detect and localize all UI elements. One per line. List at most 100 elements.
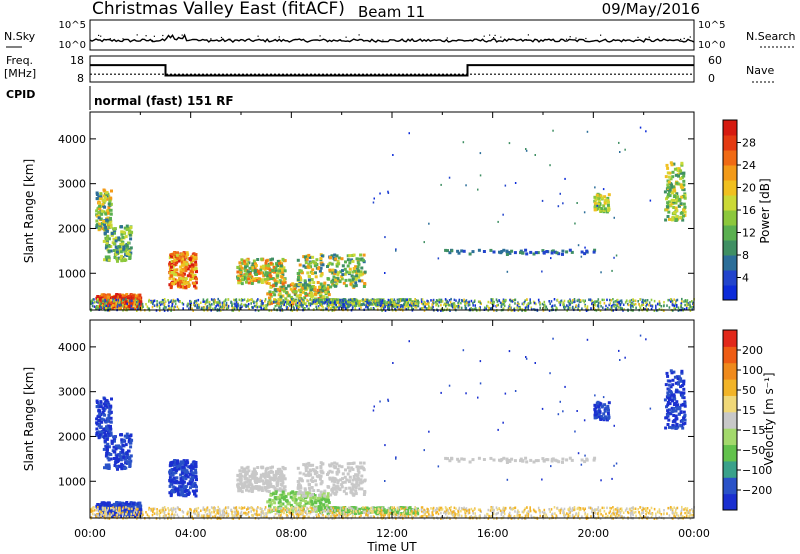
velocity-cell [120,462,124,466]
power-cell [371,303,373,306]
power-cell [566,304,568,307]
velocity-cell [186,482,190,486]
power-cell [518,302,520,306]
power-cell [302,298,305,302]
power-cell [577,303,580,307]
power-cell [171,302,174,306]
velocity-cell [192,490,196,493]
power-cell [646,307,648,311]
power-cell [384,305,386,309]
power-cell [347,298,350,302]
velocity-cell [176,459,179,463]
power-cell [217,301,219,304]
nsearch-point [153,35,155,37]
power-cell [107,223,111,227]
velocity-cell [326,493,330,497]
velocity-cell [195,478,198,482]
power-cell [108,221,112,225]
power-cell [110,305,113,308]
velocity-cell [188,472,192,476]
power-cell [250,275,254,279]
power-cell [233,298,235,302]
freq-tick-top: 18 [70,54,84,67]
power-cell [336,305,338,309]
power-cell [153,299,156,302]
power-cell [526,303,528,307]
power-cell [670,198,674,202]
power-cell [112,301,116,305]
power-cell [676,195,680,199]
velocity-cell [244,473,248,477]
power-cell [507,307,510,310]
velocity-cell [299,496,303,500]
power-cell [556,298,559,302]
velocity-cell [124,507,128,511]
power-cell [446,307,449,311]
velocity-cell [273,486,277,490]
power-cell [169,253,173,257]
power-cell [97,300,99,303]
power-cell [156,305,158,308]
power-cell [200,301,202,304]
power-cell [378,300,381,303]
velocity-cell [239,482,243,486]
power-cell [616,301,619,304]
velocity-cell [124,457,128,461]
power-cell [343,267,347,271]
power-cell [553,250,557,254]
power-cell [259,268,263,272]
velocity-cell [311,476,315,480]
power-cell [321,285,325,289]
power-cell [107,255,111,259]
velocity-cell [173,488,177,492]
power-cell [183,277,187,281]
power-cell [505,249,509,253]
power-cell [675,167,679,171]
power-cell [326,307,328,311]
power-cell [173,258,177,262]
power-cell [681,194,685,198]
power-cell [376,303,379,306]
power-cell [281,288,284,292]
power-cell [644,299,646,303]
power-cell [436,299,439,303]
power-cell [252,259,256,263]
power-cell [653,309,656,312]
velocity-cell [353,477,357,481]
power-cell [306,298,308,302]
power-cell [287,294,291,298]
power-cell [104,212,108,216]
power-cell [355,257,359,261]
velocity-cell [170,468,174,471]
power-cell [300,299,303,303]
velocity-cell [193,481,197,485]
power-cell [195,277,198,281]
power-cell [613,216,615,219]
velocity-cell [181,493,184,496]
power-cell [182,307,184,310]
power-cell [240,278,244,282]
power-cell [319,298,323,302]
power-cell [603,302,606,305]
velocity-cell [322,503,326,507]
velocity-cell [344,486,348,490]
velocity-cell [105,405,109,409]
power-cell [498,299,500,302]
power-cell [121,299,124,303]
power-cell [396,301,400,305]
power-cell [169,300,172,303]
power-cell [362,302,365,306]
velocity-cell [175,469,178,473]
power-cell [269,301,273,305]
power-cell [539,303,541,306]
power-cell [186,274,190,278]
power-cell [120,304,122,307]
velocity-cell [336,481,340,485]
power-cell [681,218,685,222]
power-cell [682,214,685,218]
power-cell [370,302,372,305]
power-cell [352,267,356,270]
power-cell [206,298,209,301]
power-cell [120,232,124,236]
velocity-cell [303,487,307,491]
